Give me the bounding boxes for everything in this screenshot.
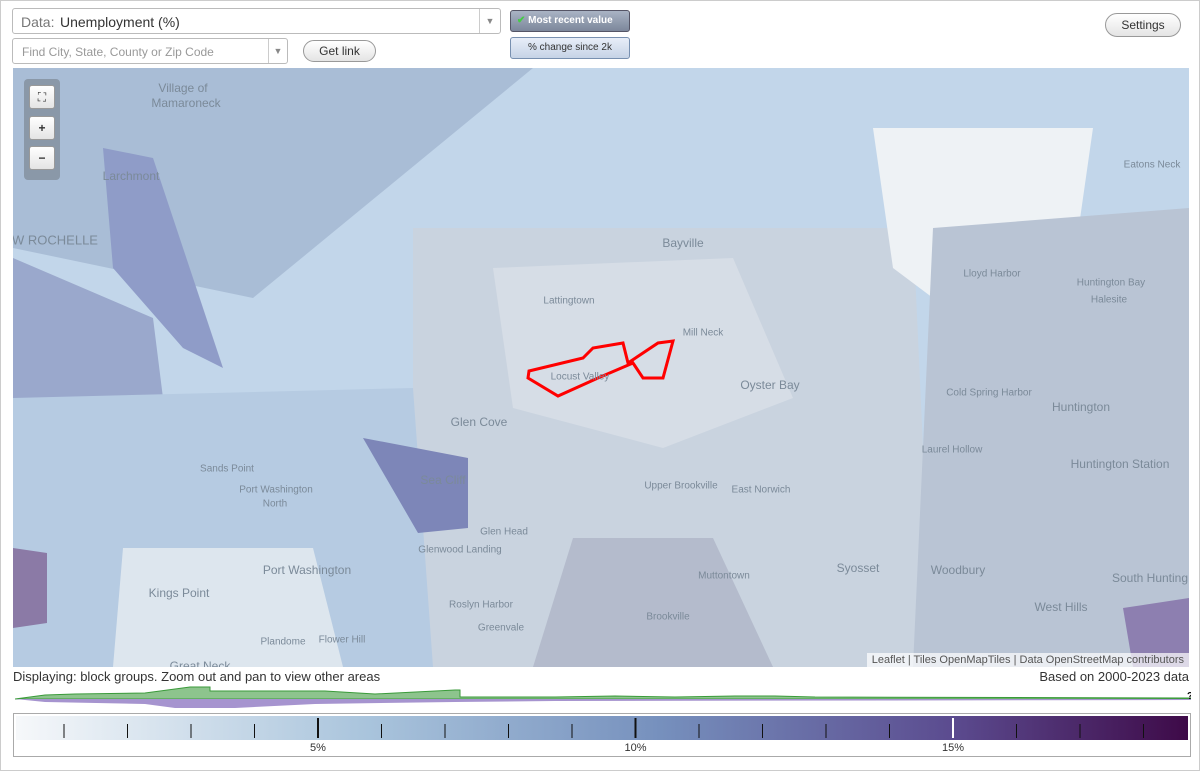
histogram-lower — [15, 699, 1191, 708]
most-recent-label: Most recent value — [528, 15, 613, 26]
region — [533, 538, 773, 667]
place-label: Port Washington — [262, 563, 352, 577]
most-recent-toggle[interactable]: ✔ Most recent value — [510, 10, 630, 32]
map-shapes — [13, 68, 1189, 667]
pct-change-toggle[interactable]: % change since 2k — [510, 37, 630, 59]
attribution: Leaflet | Tiles OpenMapTiles | Data Open… — [866, 653, 1189, 667]
place-label: Bayville — [662, 236, 704, 250]
place-label: Great Neck — [169, 659, 231, 667]
place-label: Oyster Bay — [740, 378, 800, 392]
place-label: Brookville — [646, 611, 690, 623]
place-label: Glen Cove — [450, 415, 508, 429]
unknown-label: ? — [1187, 691, 1191, 702]
zoom-control: ⛶ + − — [24, 79, 60, 180]
place-label: Locust Valley — [550, 371, 610, 383]
place-label: Port Washington — [239, 484, 313, 496]
place-label: West Hills — [1034, 600, 1088, 614]
legend-tick-label: 15% — [942, 742, 964, 754]
region — [113, 548, 343, 667]
place-label: Eatons Neck — [1123, 159, 1181, 171]
search-placeholder: Find City, State, County or Zip Code — [22, 45, 214, 59]
place-label: Mill Neck — [682, 327, 724, 339]
check-icon: ✔ — [517, 15, 526, 26]
zoom-out-button[interactable]: − — [29, 146, 55, 170]
histogram: ? — [15, 686, 1191, 708]
dropdown-arrow: ▼ — [268, 39, 287, 63]
region — [13, 388, 433, 667]
legend-scale: 5% 10% 15% — [16, 716, 1188, 754]
place-label: Lloyd Harbor — [963, 268, 1021, 280]
place-label: Sea Cliff — [420, 473, 466, 487]
place-label: Lattingtown — [543, 295, 595, 307]
place-label: Village of — [158, 81, 208, 95]
status-text: Displaying: block groups. Zoom out and p… — [13, 669, 381, 684]
place-label: Laurel Hollow — [921, 444, 983, 456]
data-label: Data: — [21, 14, 55, 30]
place-label: Syosset — [836, 561, 880, 575]
place-label: W ROCHELLE — [13, 232, 98, 248]
fit-button[interactable]: ⛶ — [29, 85, 55, 109]
place-label: Upper Brookville — [644, 480, 718, 492]
histogram-upper — [15, 686, 1191, 700]
place-label: Halesite — [1090, 294, 1128, 306]
place-label: Sands Point — [200, 463, 254, 475]
place-label: Cold Spring Harbor — [946, 387, 1032, 399]
selected-area — [526, 339, 676, 398]
legend-tick-label: 10% — [624, 742, 646, 754]
region — [13, 548, 47, 628]
map[interactable]: Village of Mamaroneck Larchmont W ROCHELLE B… — [13, 68, 1189, 667]
place-label: Mamaroneck — [151, 96, 221, 110]
place-label: Kings Point — [148, 586, 210, 600]
zoom-in-button[interactable]: + — [29, 116, 55, 140]
place-label: North — [262, 498, 288, 510]
region — [913, 208, 1189, 667]
place-label: Larchmont — [102, 169, 160, 183]
place-label: Roslyn Harbor — [449, 599, 513, 611]
data-select[interactable]: Data: Unemployment (%) ▼ — [12, 8, 501, 34]
get-link-button[interactable]: Get link — [303, 40, 376, 62]
place-label: Huntington — [1051, 400, 1111, 414]
place-label: Plandome — [260, 636, 306, 648]
place-label: Greenvale — [477, 622, 525, 634]
region — [103, 148, 223, 368]
legend: 5% 10% 15% — [13, 713, 1191, 757]
place-label: Glenwood Landing — [418, 544, 502, 556]
region — [1123, 598, 1189, 667]
place-label: South Hunting — [1111, 571, 1189, 585]
region — [363, 438, 468, 533]
place-label: Woodbury — [930, 563, 986, 577]
legend-tick-label: 5% — [310, 742, 326, 754]
data-range: Based on 2000-2023 data — [1039, 669, 1189, 684]
place-label: Huntington Bay — [1076, 277, 1146, 289]
place-label: Glen Head — [480, 526, 528, 538]
place-label: Flower Hill — [318, 634, 366, 646]
place-label: East Norwich — [731, 484, 791, 496]
dropdown-arrow: ▼ — [479, 9, 500, 33]
settings-button[interactable]: Settings — [1105, 13, 1181, 37]
place-label: Huntington Station — [1070, 457, 1170, 471]
search-box[interactable]: Find City, State, County or Zip Code ▼ — [12, 38, 288, 64]
data-value: Unemployment (%) — [60, 14, 180, 30]
color-ramp — [16, 716, 1188, 740]
place-label: Muttontown — [698, 570, 750, 582]
